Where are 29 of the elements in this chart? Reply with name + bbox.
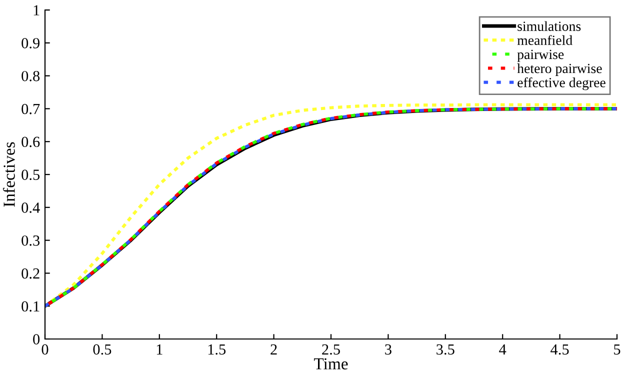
y-tick-label: 0 bbox=[33, 334, 40, 344]
legend-label: simulations bbox=[518, 21, 581, 31]
y-tick-label: 0.4 bbox=[22, 202, 40, 213]
x-tick-label: 5 bbox=[614, 344, 620, 355]
y-axis-title: Infectives bbox=[2, 142, 15, 207]
x-tick-label: 1 bbox=[156, 344, 162, 354]
x-tick-label: 0.5 bbox=[93, 344, 112, 355]
x-tick-label: 3 bbox=[385, 344, 392, 355]
legend-label: effective degree bbox=[518, 77, 606, 90]
y-tick-label: 0.5 bbox=[22, 170, 40, 180]
x-tick-label: 0 bbox=[42, 344, 48, 355]
legend-label: hetero pairwise bbox=[517, 63, 602, 76]
x-tick-label: 2.5 bbox=[322, 344, 340, 355]
x-axis-title: Time bbox=[314, 358, 348, 370]
y-tick-label: 0.2 bbox=[22, 268, 40, 279]
x-tick-label: 1.5 bbox=[208, 344, 226, 355]
legend-label: pairwise bbox=[517, 50, 564, 62]
y-tick-label: 0.8 bbox=[22, 70, 40, 82]
y-tick-label: 0.3 bbox=[22, 235, 40, 246]
y-tick-label: 0.7 bbox=[22, 104, 40, 114]
y-tick-label: 0.6 bbox=[22, 136, 40, 148]
x-tick-label: 4 bbox=[499, 344, 506, 354]
x-tick-label: 3.5 bbox=[436, 344, 454, 355]
legend-label: meanfield bbox=[517, 35, 572, 46]
y-tick-label: 1 bbox=[34, 5, 40, 16]
y-tick-label: 0.1 bbox=[22, 301, 40, 312]
x-tick-label: 2 bbox=[270, 344, 277, 354]
x-tick-label: 4.5 bbox=[550, 344, 569, 355]
y-tick-label: 0.9 bbox=[22, 38, 40, 48]
